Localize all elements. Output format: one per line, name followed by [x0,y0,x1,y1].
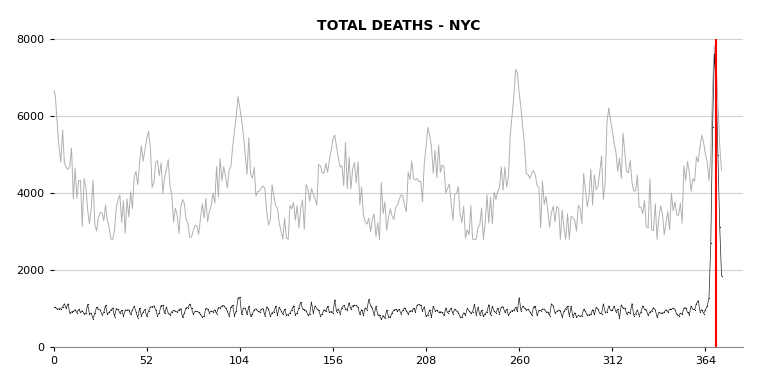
Title: TOTAL DEATHS - NYC: TOTAL DEATHS - NYC [316,19,480,33]
